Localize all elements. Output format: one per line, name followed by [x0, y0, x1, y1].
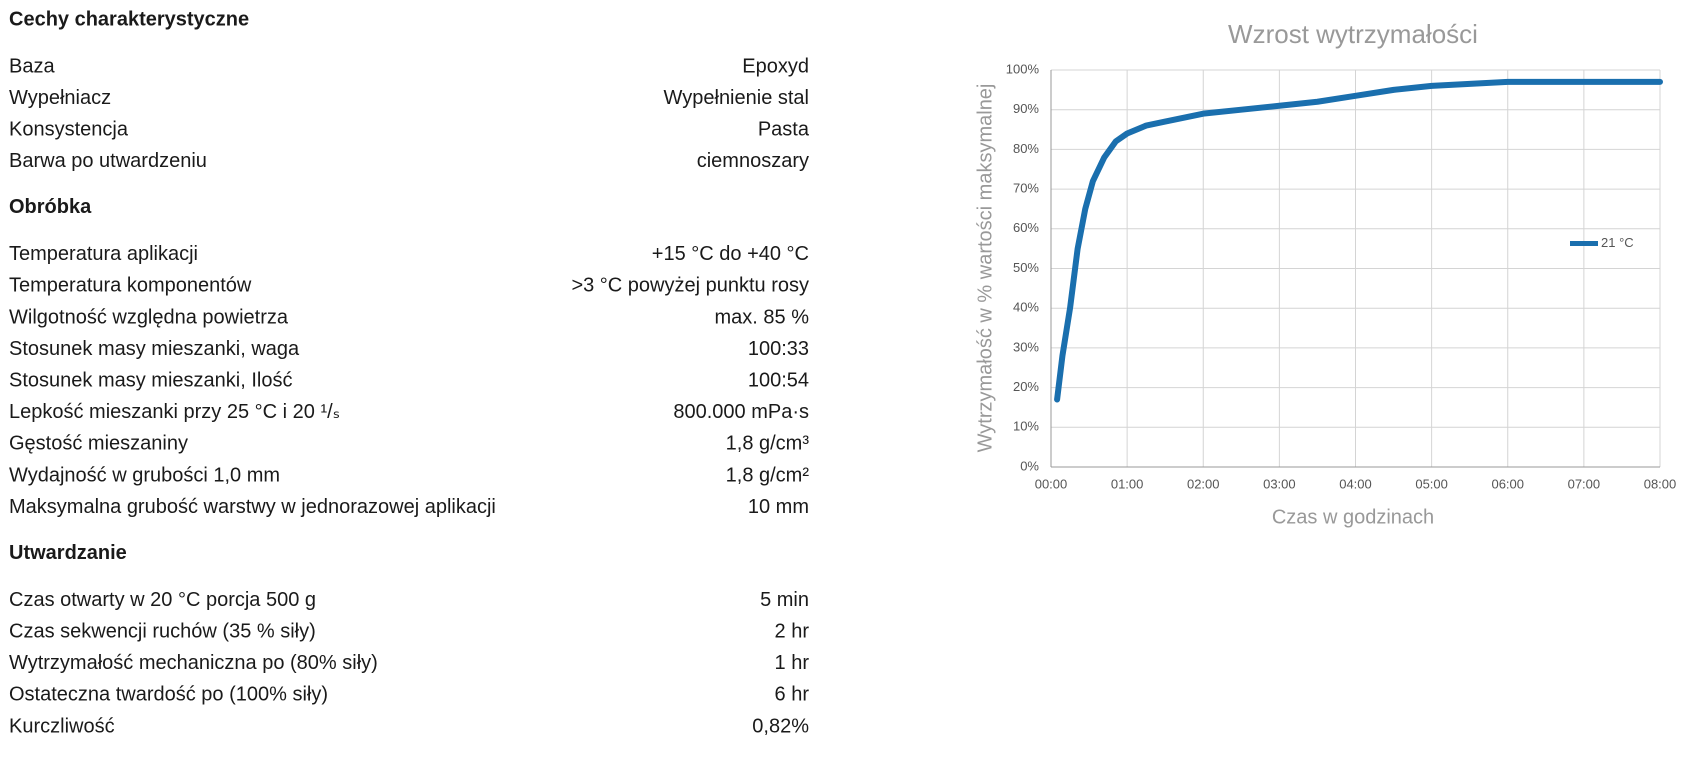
section-title: Cechy charakterystyczne	[9, 8, 249, 30]
row-value: 100:33	[748, 338, 809, 360]
row-label: Czas otwarty w 20 °C porcja 500 g	[9, 589, 316, 611]
row-value: 10 mm	[748, 496, 809, 518]
row-value: 1 hr	[775, 652, 810, 674]
row-value: 1,8 g/cm²	[726, 464, 810, 486]
x-tick-label: 06:00	[1491, 476, 1524, 491]
row-value: ciemnoszary	[697, 150, 809, 172]
row-label: Baza	[9, 55, 55, 77]
row-value: 6 hr	[775, 684, 810, 706]
row-label: Czas sekwencji ruchów (35 % siły)	[9, 620, 316, 642]
x-tick-label: 03:00	[1263, 476, 1296, 491]
row-value: +15 °C do +40 °C	[652, 243, 809, 265]
y-tick-label: 80%	[1013, 141, 1039, 156]
row-label: Gęstość mieszaniny	[9, 433, 188, 455]
chart-title: Wzrost wytrzymałości	[1228, 19, 1478, 49]
y-tick-label: 70%	[1013, 181, 1039, 196]
row-value: 0,82%	[752, 715, 809, 737]
row-value: 100:54	[748, 369, 809, 391]
x-axis-label: Czas w godzinach	[1272, 506, 1434, 528]
row-label: Temperatura komponentów	[9, 275, 252, 297]
row-value: Pasta	[758, 118, 810, 140]
y-axis-label: Wytrzymałość w % wartości maksymalnej	[974, 84, 996, 453]
row-label: Stosunek masy mieszanki, Ilość	[9, 369, 292, 391]
x-tick-label: 08:00	[1644, 476, 1677, 491]
section-title: Obróbka	[9, 196, 92, 218]
row-label: Wypełniacz	[9, 87, 111, 109]
x-tick-label: 00:00	[1035, 476, 1068, 491]
row-value: 2 hr	[775, 620, 810, 642]
row-label: Stosunek masy mieszanki, waga	[9, 338, 300, 360]
row-label: Temperatura aplikacji	[9, 243, 198, 265]
y-tick-label: 30%	[1013, 339, 1039, 354]
row-value: max. 85 %	[715, 306, 810, 328]
data-line	[1054, 78, 1663, 403]
y-tick-label: 90%	[1013, 101, 1039, 116]
row-label: Maksymalna grubość warstwy w jednorazowe…	[9, 496, 496, 518]
row-label: Wytrzymałość mechaniczna po (80% siły)	[9, 652, 378, 674]
row-value: Wypełnienie stal	[664, 87, 809, 109]
row-value: 1,8 g/cm³	[726, 433, 810, 455]
y-tick-label: 60%	[1013, 220, 1039, 235]
y-tick-label: 0%	[1020, 458, 1039, 473]
row-label: Wydajność w grubości 1,0 mm	[9, 464, 280, 486]
row-value: >3 °C powyżej punktu rosy	[571, 275, 809, 297]
row-label: Wilgotność względna powietrza	[9, 306, 289, 328]
x-tick-label: 01:00	[1111, 476, 1144, 491]
row-value: 800.000 mPa·s	[673, 401, 809, 423]
legend-label: 21 °C	[1601, 235, 1634, 250]
y-tick-label: 40%	[1013, 300, 1039, 315]
y-tick-label: 20%	[1013, 379, 1039, 394]
x-tick-label: 04:00	[1339, 476, 1372, 491]
row-label: Barwa po utwardzeniu	[9, 150, 207, 172]
row-label: Ostateczna twardość po (100% siły)	[9, 684, 328, 706]
x-tick-label: 07:00	[1568, 476, 1601, 491]
row-label: Kurczliwość	[9, 715, 115, 737]
x-tick-label: 05:00	[1415, 476, 1448, 491]
row-label: Konsystencja	[9, 118, 129, 140]
y-tick-label: 100%	[1006, 61, 1040, 76]
x-tick-label: 02:00	[1187, 476, 1220, 491]
section-title: Utwardzanie	[9, 542, 127, 564]
y-tick-label: 10%	[1013, 419, 1039, 434]
y-tick-label: 50%	[1013, 260, 1039, 275]
row-label: Lepkość mieszanki przy 25 °C i 20 ¹/ₛ	[9, 401, 340, 423]
row-value: Epoxyd	[742, 55, 809, 77]
row-value: 5 min	[760, 589, 809, 611]
